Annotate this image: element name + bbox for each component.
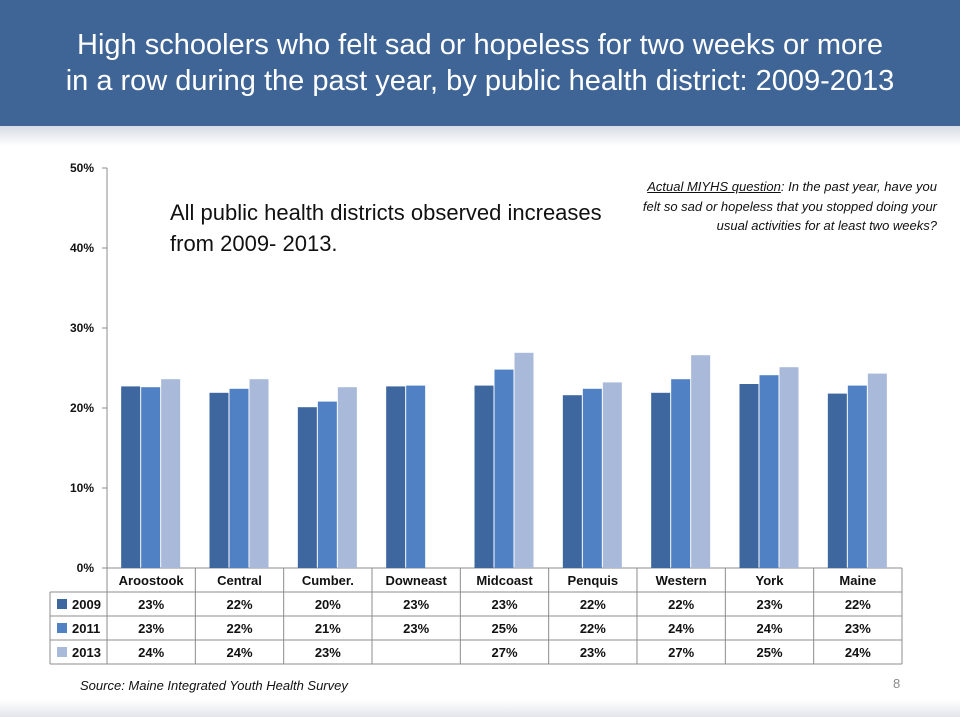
data-label: 27%	[668, 645, 694, 660]
bar-2013-midcoast	[514, 352, 534, 568]
y-tick-label: 0%	[77, 561, 95, 575]
survey-question: Actual MIYHS question: In the past year,…	[640, 177, 937, 236]
data-label: 24%	[668, 621, 694, 636]
data-label: 23%	[138, 621, 164, 636]
bar-2011-midcoast	[494, 369, 514, 568]
bar-2011-york	[759, 375, 779, 568]
bar-2011-cumber	[317, 401, 337, 568]
bar-2013-york	[779, 367, 799, 568]
data-label: 27%	[491, 645, 517, 660]
question-label: Actual MIYHS question	[647, 179, 781, 194]
bar-2009-york	[739, 384, 759, 568]
slide-bottom-shadow	[0, 700, 960, 717]
data-label: 23%	[756, 597, 782, 612]
bar-2011-aroostook	[141, 387, 161, 568]
page-number: 8	[893, 676, 901, 691]
slide-title-line-1: High schoolers who felt sad or hopeless …	[77, 29, 883, 61]
data-label: 22%	[580, 621, 606, 636]
x-category-label: York	[756, 573, 785, 588]
data-label: 25%	[491, 621, 517, 636]
data-label: 23%	[403, 621, 429, 636]
title-bar: High schoolers who felt sad or hopeless …	[0, 0, 960, 126]
data-label: 23%	[491, 597, 517, 612]
bar-2009-maine	[827, 393, 847, 568]
bar-2011-western	[671, 379, 691, 568]
bar-chart: 0% 10% 20% 30% 40% 50% Aroostook Central Cumber.…	[49, 161, 903, 665]
bar-2009-western	[651, 392, 671, 568]
x-category-label: Cumber.	[302, 573, 354, 588]
legend-swatch-2013	[57, 647, 67, 657]
x-category-label: Western	[656, 573, 707, 588]
annotation: All public health districts observed inc…	[170, 197, 602, 259]
data-label: 22%	[580, 597, 606, 612]
bar-2009-midcoast	[474, 385, 494, 568]
bar-2009-downeast	[386, 386, 406, 568]
legend-swatch-2011	[57, 623, 67, 633]
data-label: 23%	[845, 621, 871, 636]
data-label: 24%	[226, 645, 252, 660]
bar-2009-penquis	[562, 395, 582, 568]
bar-2011-central	[229, 388, 249, 568]
data-label: 23%	[315, 645, 341, 660]
data-label: 21%	[315, 621, 341, 636]
bar-2013-central	[249, 379, 269, 568]
bar-2013-penquis	[602, 382, 622, 568]
bar-2011-downeast	[406, 385, 426, 568]
x-category-label: Central	[217, 573, 262, 588]
data-label: 23%	[580, 645, 606, 660]
x-category-label: Aroostook	[119, 573, 185, 588]
data-label: 22%	[668, 597, 694, 612]
y-tick-label: 30%	[70, 321, 94, 335]
source-note: Source: Maine Integrated Youth Health Su…	[80, 678, 348, 693]
x-category-label: Midcoast	[476, 573, 533, 588]
data-label: 20%	[315, 597, 341, 612]
data-label: 23%	[403, 597, 429, 612]
x-category-label: Maine	[839, 573, 876, 588]
bar-2013-western	[691, 355, 711, 568]
data-label: 22%	[226, 597, 252, 612]
bar-2013-aroostook	[161, 379, 181, 568]
x-category-label: Penquis	[568, 573, 619, 588]
slide-title-line-2: in a row during the past year, by public…	[65, 65, 895, 97]
y-tick-label: 50%	[70, 161, 94, 175]
annotation-line-1: All public health districts observed inc…	[170, 200, 602, 225]
bar-2009-cumber	[297, 407, 317, 568]
data-label: 24%	[845, 645, 871, 660]
y-tick-label: 10%	[70, 481, 94, 495]
legend-label-2011: 2011	[72, 621, 100, 636]
annotation-line-2: from 2009- 2013.	[170, 231, 338, 256]
x-category-label: Downeast	[385, 573, 447, 588]
bar-2009-central	[209, 392, 229, 568]
question-text: : In the past year, have you felt so sad…	[642, 179, 937, 233]
data-label: 22%	[845, 597, 871, 612]
data-label: 25%	[756, 645, 782, 660]
bar-2013-cumber	[337, 387, 357, 568]
title-shadow	[0, 126, 960, 146]
legend-label-2009: 2009	[72, 597, 101, 612]
bar-2013-maine	[867, 373, 887, 568]
bar-2011-penquis	[582, 388, 602, 568]
data-label: 24%	[756, 621, 782, 636]
bar-2009-aroostook	[121, 386, 141, 568]
data-label: 23%	[138, 597, 164, 612]
legend-label-2013: 2013	[72, 645, 101, 660]
data-label: 24%	[138, 645, 164, 660]
y-tick-label: 20%	[70, 401, 94, 415]
legend-swatch-2009	[57, 599, 67, 609]
data-label: 22%	[226, 621, 252, 636]
bar-2011-maine	[847, 385, 867, 568]
y-tick-label: 40%	[70, 241, 94, 255]
